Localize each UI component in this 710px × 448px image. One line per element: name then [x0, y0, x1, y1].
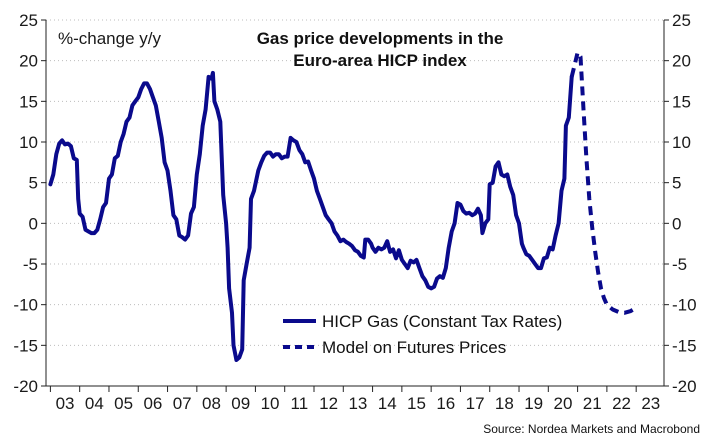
x-tick-label: 08	[202, 394, 221, 413]
y-tick-label-right: 25	[672, 11, 691, 30]
legend-label-hicp: HICP Gas (Constant Tax Rates)	[322, 312, 562, 331]
y-tick-label-right: -10	[672, 296, 697, 315]
y-tick-label-right: 10	[672, 133, 691, 152]
y-axis-left: 25 20 15 10 5 0 -5 -10 -15 -20	[13, 11, 46, 396]
source-note: Source: Nordea Markets and Macrobond	[483, 422, 700, 436]
x-tick-label: 11	[291, 394, 309, 413]
y-tick-label-right: -15	[672, 336, 697, 355]
x-tick-label: 05	[114, 394, 133, 413]
y-tick-label-left: 0	[29, 214, 38, 233]
x-tick-label: 03	[56, 394, 75, 413]
series-model-futures-line	[569, 50, 636, 315]
chart-title: Gas price developments in the	[257, 29, 504, 48]
x-tick-label: 15	[407, 394, 426, 413]
x-tick-label: 23	[641, 394, 660, 413]
y-tick-label-left: 5	[29, 174, 38, 193]
y-tick-label-left: -15	[13, 336, 38, 355]
x-tick-label: 21	[583, 394, 602, 413]
x-tick-label: 20	[553, 394, 572, 413]
x-tick-label: 10	[261, 394, 280, 413]
x-tick-label: 12	[319, 394, 338, 413]
y-tick-label-left: 15	[19, 92, 38, 111]
y-axis-right: 25 20 15 10 5 0 -5 -10 -15 -20	[664, 11, 697, 396]
legend-label-model: Model on Futures Prices	[322, 338, 506, 357]
y-tick-label-right: -20	[672, 377, 697, 396]
y-tick-label-left: -5	[23, 255, 38, 274]
x-tick-label: 06	[143, 394, 162, 413]
y-tick-label-right: -5	[672, 255, 687, 274]
y-tick-label-right: 20	[672, 52, 691, 71]
x-tick-label: 14	[378, 394, 397, 413]
x-tick-label: 07	[173, 394, 192, 413]
x-tick-label: 19	[524, 394, 543, 413]
y-tick-label-left: 20	[19, 52, 38, 71]
chart-subtitle: Euro-area HICP index	[293, 51, 467, 70]
x-tick-label: 04	[85, 394, 104, 413]
x-tick-label: 22	[612, 394, 631, 413]
x-tick-label: 17	[466, 394, 485, 413]
x-tick-label: 09	[231, 394, 250, 413]
x-tick-label: 13	[348, 394, 367, 413]
x-tick-label: 18	[495, 394, 514, 413]
y-tick-label-left: -20	[13, 377, 38, 396]
y-tick-label-right: 15	[672, 92, 691, 111]
x-axis: 03 04 05 06 07 08 09 10 11 12 13 14 15 16 17 18 19 20 21 22…	[49, 386, 660, 413]
x-tick-label: 16	[436, 394, 455, 413]
series-hicp-gas-line	[48, 70, 574, 362]
y-tick-label-right: 0	[672, 214, 681, 233]
y-tick-label-right: 5	[672, 174, 681, 193]
series-lines	[48, 50, 636, 362]
y-tick-label-left: 25	[19, 11, 38, 30]
unit-label: %-change y/y	[58, 29, 161, 48]
y-tick-label-left: -10	[13, 296, 38, 315]
legend: HICP Gas (Constant Tax Rates) Model on F…	[283, 312, 562, 357]
y-tick-label-left: 10	[19, 133, 38, 152]
